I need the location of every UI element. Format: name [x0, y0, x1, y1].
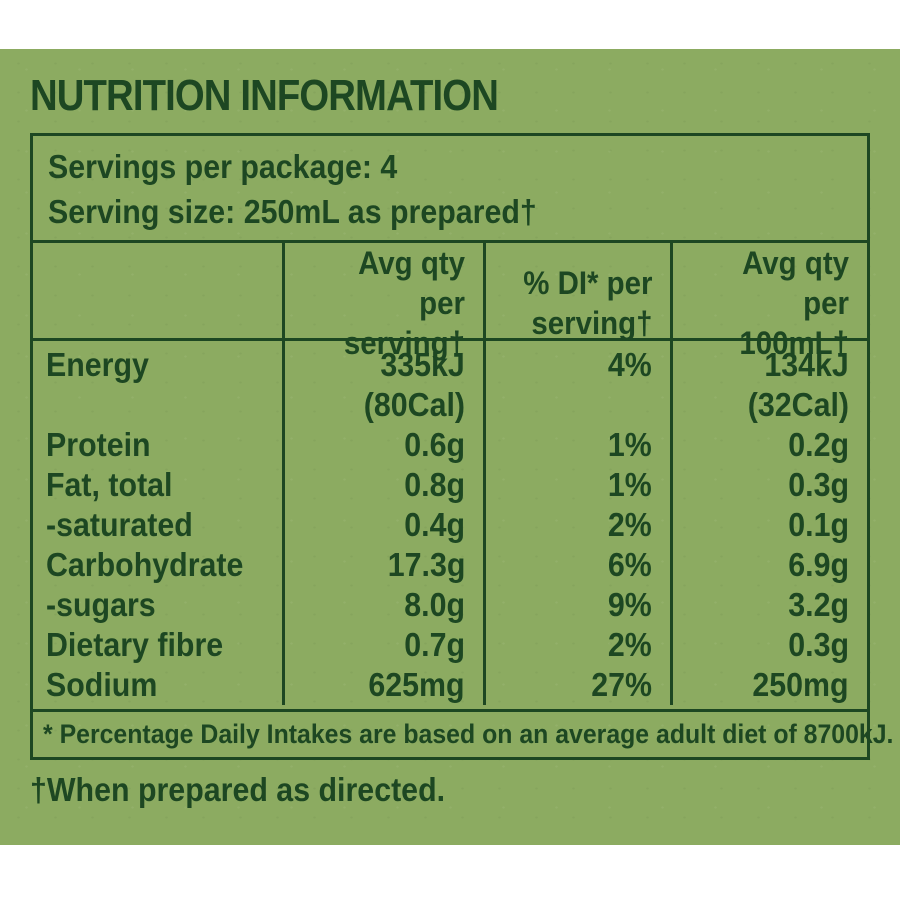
servings-section: Servings per package: 4 Serving size: 25…	[33, 136, 867, 243]
nutrient-label: -sugars	[46, 586, 156, 623]
nutrient-label	[33, 385, 282, 425]
header-avg-qty-per-serving: Avg qty per serving†	[282, 243, 483, 363]
header-avg-qty-per-100ml: Avg qty per 100mL†	[670, 243, 867, 363]
nutrient-label: Dietary fibre	[46, 626, 224, 663]
avg-qty-value: 0.8g	[282, 465, 483, 505]
panel-title-text: NUTRITION INFORMATION	[30, 71, 499, 120]
per-100ml-value: 0.3g	[670, 465, 867, 505]
nutrient-label: -saturated	[46, 506, 193, 543]
per-100ml-value: 250mg	[670, 665, 867, 705]
table-row-energy: Energy 335kJ 4% 134kJ	[33, 345, 867, 385]
per-100ml-value: 0.2g	[670, 425, 867, 465]
header-avg-qty-per-serving-text: Avg qty per serving†	[343, 245, 465, 361]
servings-per-package: Servings per package: 4	[48, 144, 867, 189]
table-row-energy-cal: (80Cal) (32Cal)	[33, 385, 867, 425]
avg-qty-value: 17.3g	[282, 545, 483, 585]
avg-qty-value: 0.4g	[282, 505, 483, 545]
di-value: 2%	[483, 505, 670, 545]
di-value: 1%	[483, 425, 670, 465]
table-body: Energy 335kJ 4% 134kJ (80Cal) (32Cal) Pr…	[33, 341, 867, 712]
avg-qty-value: 0.7g	[282, 625, 483, 665]
per-100ml-value: 134kJ	[670, 345, 867, 385]
di-value: 6%	[483, 545, 670, 585]
nutrient-label: Carbohydrate	[46, 546, 244, 583]
nutrient-label: Energy	[46, 346, 149, 383]
nutrient-label: Sodium	[46, 666, 158, 703]
nutrition-panel: NUTRITION INFORMATION Servings per packa…	[0, 49, 900, 845]
serving-size-text: Serving size: 250mL as prepared†	[48, 193, 537, 230]
table-row-dietary-fibre: Dietary fibre 0.7g 2% 0.3g	[33, 625, 867, 665]
avg-qty-value: 335kJ	[282, 345, 483, 385]
per-100ml-value: 3.2g	[670, 585, 867, 625]
daily-intake-footnote: * Percentage Daily Intakes are based on …	[33, 712, 893, 757]
nutrient-label: Fat, total	[46, 466, 173, 503]
table-row-protein: Protein 0.6g 1% 0.2g	[33, 425, 867, 465]
avg-qty-value: 0.6g	[282, 425, 483, 465]
servings-per-package-text: Servings per package: 4	[48, 148, 398, 185]
per-100ml-value: 0.3g	[670, 625, 867, 665]
daily-intake-footnote-text: * Percentage Daily Intakes are based on …	[43, 719, 894, 749]
avg-qty-value: (80Cal)	[282, 385, 483, 425]
header-di-per-serving: % DI* per serving†	[483, 243, 670, 363]
avg-qty-value: 8.0g	[282, 585, 483, 625]
di-value: 2%	[483, 625, 670, 665]
di-value: 9%	[483, 585, 670, 625]
table-row-sugars: -sugars 8.0g 9% 3.2g	[33, 585, 867, 625]
serving-size: Serving size: 250mL as prepared†	[48, 189, 867, 234]
table-row-carbohydrate: Carbohydrate 17.3g 6% 6.9g	[33, 545, 867, 585]
table-row-saturated: -saturated 0.4g 2% 0.1g	[33, 505, 867, 545]
table-row-fat-total: Fat, total 0.8g 1% 0.3g	[33, 465, 867, 505]
table-row-sodium: Sodium 625mg 27% 250mg	[33, 665, 867, 705]
prepared-note: †When prepared as directed.	[30, 771, 481, 809]
nutrient-label: Protein	[46, 426, 151, 463]
per-100ml-value: 6.9g	[670, 545, 867, 585]
nutrition-table: Servings per package: 4 Serving size: 25…	[30, 133, 893, 760]
header-di-per-serving-text: % DI* per serving†	[522, 265, 652, 341]
per-100ml-value: (32Cal)	[670, 385, 867, 425]
panel-title: NUTRITION INFORMATION	[30, 71, 568, 121]
prepared-note-text: †When prepared as directed.	[30, 771, 446, 808]
di-value	[483, 385, 670, 425]
table-header-row: Avg qty per serving† % DI* per serving† …	[33, 243, 867, 363]
di-value: 27%	[483, 665, 670, 705]
di-value: 1%	[483, 465, 670, 505]
avg-qty-value: 625mg	[282, 665, 483, 705]
header-avg-qty-per-100ml-text: Avg qty per 100mL†	[739, 245, 849, 361]
di-value: 4%	[483, 345, 670, 385]
per-100ml-value: 0.1g	[670, 505, 867, 545]
